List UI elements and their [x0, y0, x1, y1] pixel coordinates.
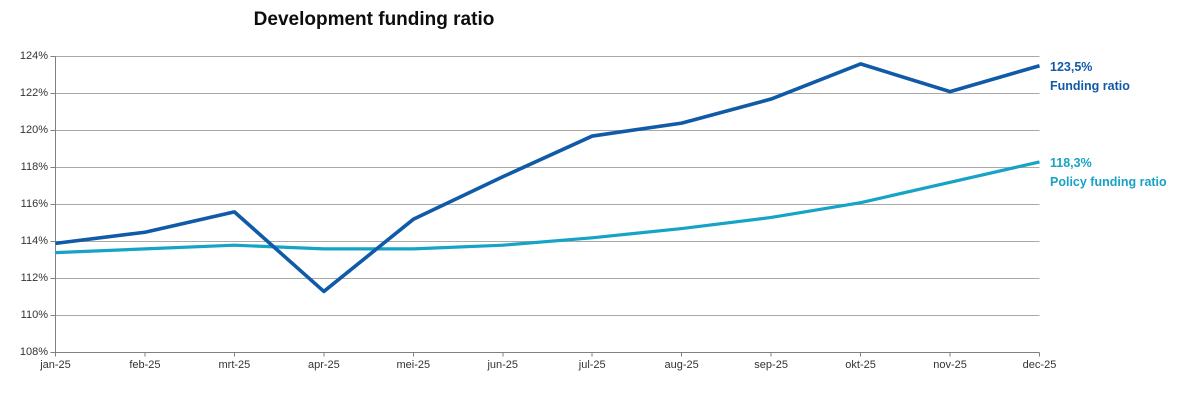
policy-funding-ratio-line: [55, 160, 1040, 255]
funding-ratio-end-label: 123,5% Funding ratio: [1050, 58, 1130, 96]
x-tick-label-nov-25: nov-25: [933, 359, 967, 371]
y-tick-label-112%: 112%: [20, 272, 48, 284]
x-tick-label-jul-25: jul-25: [578, 359, 606, 371]
funding-ratio-name: Funding ratio: [1050, 78, 1130, 93]
x-tick-label-feb-25: feb-25: [129, 359, 161, 371]
y-tick-label-114%: 114%: [20, 235, 48, 247]
x-tick-label-aug-25: aug-25: [664, 359, 699, 371]
funding-ratio-line: [55, 62, 1041, 294]
y-tick-label-124%: 124%: [19, 50, 48, 62]
x-tick-label-mrt-25: mrt-25: [218, 359, 251, 371]
x-tick-label-mei-25: mei-25: [396, 359, 431, 371]
policy-funding-ratio-name: Policy funding ratio: [1050, 174, 1167, 189]
y-tick-label-110%: 110%: [20, 309, 48, 321]
y-tick-label-122%: 122%: [19, 87, 48, 99]
x-tick-label-dec-25: dec-25: [1022, 359, 1057, 371]
x-tick-label-apr-25: apr-25: [307, 359, 340, 371]
x-tick-label-jun-25: jun-25: [487, 359, 519, 371]
y-tick-label-116%: 116%: [20, 198, 48, 210]
x-tick-label-okt-25: okt-25: [845, 359, 876, 371]
y-tick-label-120%: 120%: [19, 124, 48, 136]
policy-funding-ratio-value: 118,3%: [1050, 155, 1092, 170]
y-tick-label-118%: 118%: [20, 161, 48, 173]
x-tick-label-jan-25: jan-25: [40, 359, 71, 371]
y-tick-label-108%: 108%: [19, 346, 48, 358]
policy-funding-ratio-end-label: 118,3% Policy funding ratio: [1050, 154, 1167, 192]
chart-title: Development funding ratio: [253, 9, 495, 30]
funding-ratio-value: 123,5%: [1050, 59, 1093, 74]
x-tick-label-sep-25: sep-25: [754, 359, 788, 371]
